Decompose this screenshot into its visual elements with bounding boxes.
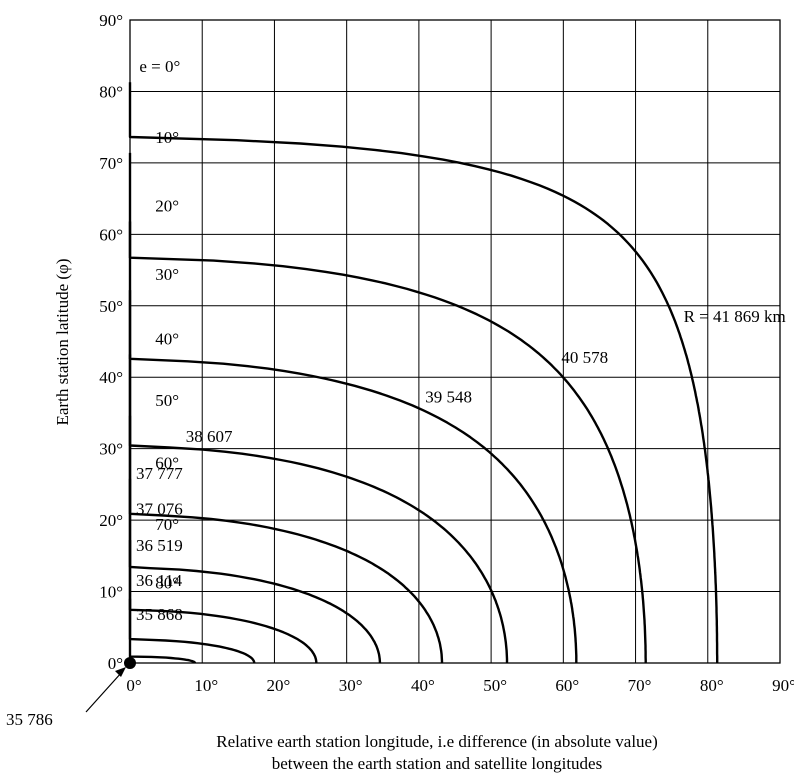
x-tick-label: 40° — [411, 676, 435, 695]
axis-ticks: 0° 10° 20° 30° 40° 50° 60° 70° 80° 90° 0° 10° 20° 30°… — [99, 11, 794, 695]
y-tick-label: 60° — [99, 225, 123, 244]
elevation-label-10: 10° — [155, 128, 179, 147]
origin-point — [124, 657, 136, 669]
y-tick-label: 30° — [99, 440, 123, 459]
origin-arrow-head — [115, 667, 126, 677]
x-tick-label: 80° — [700, 676, 724, 695]
x-tick-label: 20° — [267, 676, 291, 695]
y-tick-label: 20° — [99, 511, 123, 530]
elevation-curve-30 — [128, 290, 509, 663]
x-tick-label: 70° — [628, 676, 652, 695]
x-tick-label: 60° — [555, 676, 579, 695]
curve-labels: e = 0° R = 41 869 km 10° 40 578 20° 39 548 30°… — [136, 57, 786, 624]
range-label-0: R = 41 869 km — [684, 307, 786, 326]
elevation-label-60: 60° — [155, 454, 179, 473]
y-axis-title: Earth station latitude (φ) — [53, 258, 72, 425]
origin-marker: 35 786 — [6, 657, 136, 729]
origin-label: 35 786 — [6, 710, 53, 729]
range-label-70: 36 114 — [136, 571, 183, 590]
elevation-label-30: 30° — [155, 265, 179, 284]
range-label-10: 40 578 — [561, 348, 608, 367]
curves — [128, 82, 719, 664]
elevation-label-70: 70° — [155, 515, 179, 534]
y-tick-label: 50° — [99, 297, 123, 316]
elevation-label-50: 50° — [155, 391, 179, 410]
range-label-40: 37 777 — [136, 464, 183, 483]
y-tick-label: 70° — [99, 154, 123, 173]
x-axis-title-line2: between the earth station and satellite … — [272, 754, 602, 773]
x-tick-label: 50° — [483, 676, 507, 695]
origin-arrow-line — [85, 671, 123, 713]
elevation-label-20: 20° — [155, 196, 179, 215]
elevation-curve-70 — [128, 539, 256, 664]
plot-frame — [129, 19, 781, 664]
elevation-label-40: 40° — [155, 329, 179, 348]
y-tick-label: 0° — [108, 654, 123, 673]
x-axis-title-line1: Relative earth station longitude, i.e di… — [216, 732, 658, 751]
y-tick-label: 90° — [99, 11, 123, 30]
elevation-label-80: 80° — [155, 574, 179, 593]
range-label-60: 36 519 — [136, 536, 183, 555]
y-tick-label: 80° — [99, 82, 123, 101]
x-tick-label: 0° — [126, 676, 141, 695]
y-tick-label: 10° — [99, 583, 123, 602]
range-label-20: 39 548 — [425, 388, 472, 407]
x-tick-label: 90° — [772, 676, 794, 695]
elevation-curve-0 — [128, 82, 719, 663]
elevation-label-0: e = 0° — [139, 57, 180, 76]
x-tick-label: 10° — [194, 676, 218, 695]
x-tick-label: 30° — [339, 676, 363, 695]
range-label-50: 37 076 — [136, 500, 183, 519]
y-tick-label: 40° — [99, 368, 123, 387]
range-label-80: 35 868 — [136, 605, 183, 624]
range-label-30: 38 607 — [186, 427, 233, 446]
